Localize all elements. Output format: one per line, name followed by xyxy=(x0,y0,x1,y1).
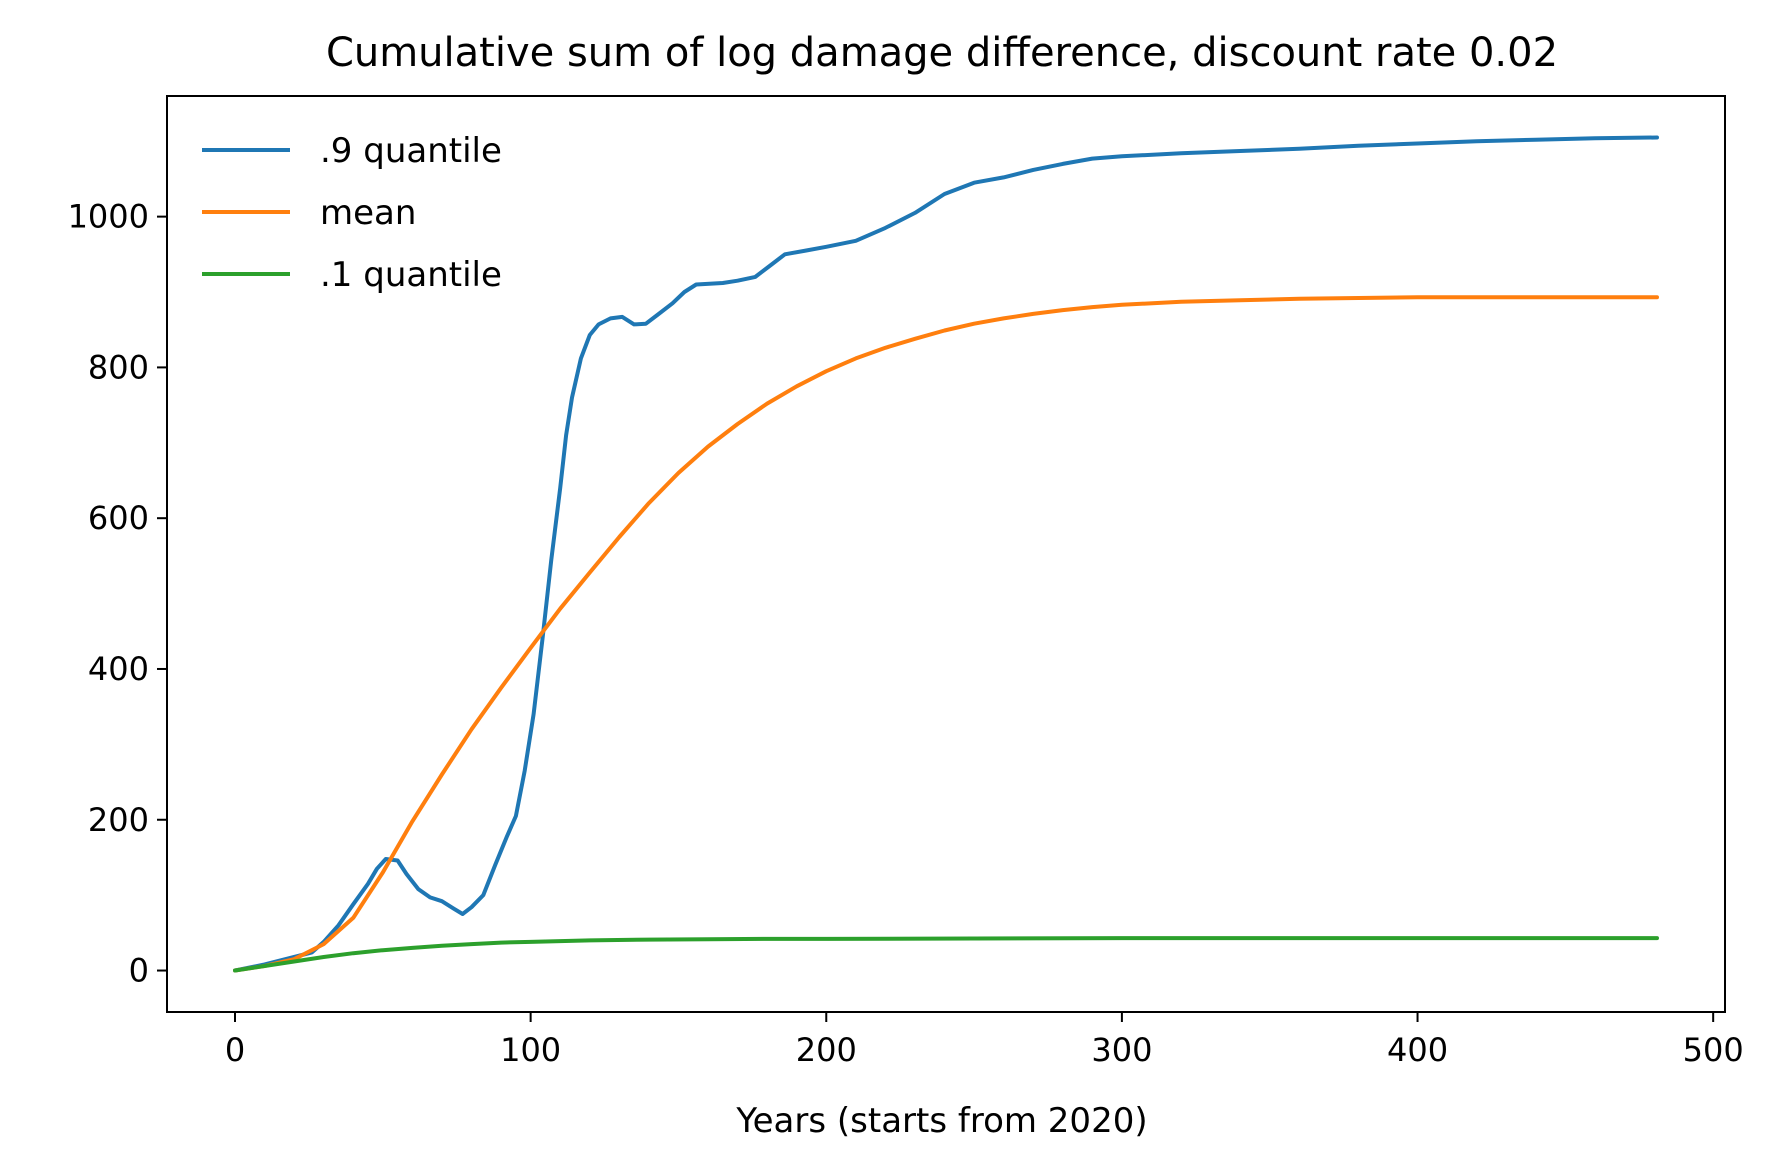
y-tick-label: 200 xyxy=(88,801,149,839)
y-axis: 0 200 400 600 800 1000 xyxy=(68,198,167,990)
y-tick-label: 1000 xyxy=(68,198,149,236)
x-tick-label: 300 xyxy=(1091,1031,1152,1069)
y-tick-label: 600 xyxy=(88,499,149,537)
plot-frame xyxy=(166,95,1726,1013)
series-layer xyxy=(233,135,1659,973)
x-axis-label: Years (starts from 2020) xyxy=(735,1101,1147,1141)
x-tick-label: 100 xyxy=(500,1031,561,1069)
x-tick-label: 500 xyxy=(1683,1031,1744,1069)
x-tick-label: 0 xyxy=(225,1031,245,1069)
y-tick-label: 0 xyxy=(129,952,149,990)
series-line-2 xyxy=(233,295,1659,973)
legend-label-3: .1 quantile xyxy=(320,255,502,295)
x-axis: 0 100 200 300 400 500 xyxy=(225,1012,1744,1069)
x-tick-label: 200 xyxy=(796,1031,857,1069)
y-tick-label: 400 xyxy=(88,650,149,688)
legend-label-1: .9 quantile xyxy=(320,131,502,171)
legend-label-2: mean xyxy=(320,193,416,233)
series-line-1 xyxy=(233,135,1659,973)
series-line-3 xyxy=(233,936,1659,973)
legend: .9 quantile mean .1 quantile xyxy=(202,131,502,295)
chart-title: Cumulative sum of log damage difference,… xyxy=(326,30,1558,76)
x-tick-label: 400 xyxy=(1387,1031,1448,1069)
y-tick-label: 800 xyxy=(88,348,149,386)
